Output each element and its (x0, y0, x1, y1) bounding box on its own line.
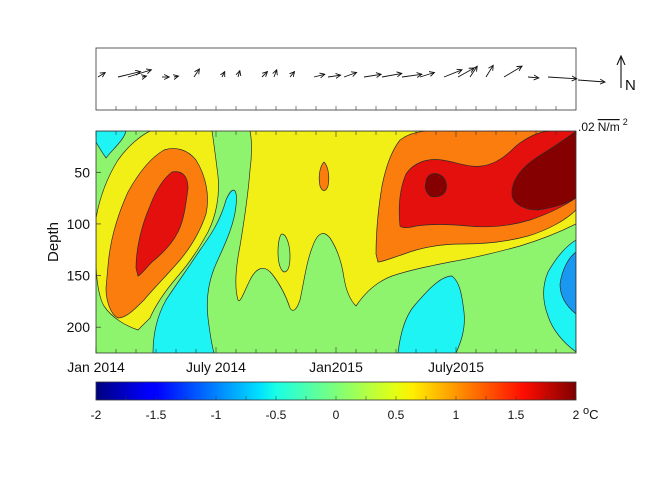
contour-band-cyan-top-left (96, 131, 127, 159)
reference-vector-label: .02 N/m 2 (578, 117, 628, 134)
time-tick-label: July2015 (428, 359, 484, 375)
contour-band-darkred-right (511, 131, 576, 211)
colorbar-tick-label: -1 (211, 408, 222, 422)
wind-stress-vector (174, 76, 179, 77)
contour-band-darkred-small (424, 173, 447, 198)
wind-stress-vector (419, 73, 434, 78)
wind-stress-vector (142, 76, 147, 77)
wind-stress-vector (261, 72, 267, 78)
time-axis-ticks (95, 131, 577, 353)
north-label: N (625, 77, 636, 94)
contour-band-red-left (135, 171, 189, 277)
contour-band-cyan-lower-middle (152, 189, 237, 353)
colorbar-tick-label: 0 (333, 408, 340, 422)
wind-stress-vector (401, 74, 422, 77)
wind-stress-vector (117, 72, 141, 78)
colorbar-tick-label: -2 (91, 408, 102, 422)
wind-stress-vector (97, 73, 105, 78)
colorbar-tick-label: 1 (453, 408, 460, 422)
wind-stress-vector (457, 68, 474, 78)
colorbar-tick-label: 1.5 (508, 408, 525, 422)
wind-stress-vectors (97, 65, 577, 79)
depth-axis-label: Depth (45, 222, 62, 262)
time-tick-label: Jan2015 (309, 359, 363, 375)
wind-stress-vector (381, 73, 402, 78)
contour-band-blue-right-edge (559, 251, 576, 315)
depth-axis-ticks (96, 171, 101, 328)
wind-stress-vector (290, 72, 295, 78)
colorbar-unit-letter: C (589, 407, 598, 422)
reference-vector-exponent: 2 (623, 117, 628, 127)
wind-stress-vector (274, 70, 277, 78)
depth-tick-label-100: 100 (67, 216, 91, 232)
time-axis-tick-labels: Jan 2014 July 2014 Jan2015 July2015 (67, 359, 484, 375)
contour-band-orange-island (318, 161, 330, 191)
colorbar-ticks (95, 396, 577, 400)
colorbar-tick-label: 0.5 (388, 408, 405, 422)
reference-vector-value: .02 (578, 120, 595, 134)
wind-stress-vector (327, 75, 341, 77)
colorbar: -2 -1.5 -1 -0.5 0 0.5 1 1.5 2 oC (91, 381, 599, 422)
wind-stress-vector (193, 69, 199, 78)
depth-tick-label-200: 200 (67, 319, 91, 335)
wind-stress-frame (95, 47, 577, 111)
contour-band-green-island (277, 233, 291, 273)
colorbar-tick-labels: -2 -1.5 -1 -0.5 0 0.5 1 1.5 2 (91, 408, 580, 422)
reference-vector-arrow (577, 80, 605, 82)
colorbar-unit-degree: o (583, 405, 589, 417)
wind-stress-vector (343, 73, 357, 78)
wind-stress-vector (527, 77, 539, 78)
wind-stress-vector (503, 66, 522, 78)
temperature-contour-panel: 50 100 150 200 Jan 2014 July 2014 Jan2015 July… (45, 130, 577, 375)
wind-stress-tick-marks (115, 106, 557, 110)
colorbar-tick-label: -0.5 (266, 408, 287, 422)
wind-stress-vector (363, 74, 381, 77)
contour-band-cyan-lower-right (397, 275, 465, 353)
wind-stress-vector (485, 65, 493, 78)
wind-stress-vector (238, 71, 240, 78)
depth-tick-label-150: 150 (67, 268, 91, 284)
wind-stress-vector (313, 74, 325, 77)
time-tick-label: Jan 2014 (67, 359, 125, 375)
colorbar-unit: oC (583, 405, 599, 422)
colorbar-tick-label: 2 (573, 408, 580, 422)
wind-stress-vector (547, 77, 577, 79)
reference-vector-unit: N/m (598, 120, 620, 134)
wind-stress-vector (443, 70, 462, 78)
depth-tick-label-50: 50 (74, 164, 90, 180)
wind-stress-vector (469, 66, 477, 78)
wind-stress-vector (222, 72, 225, 78)
time-tick-label: July 2014 (186, 359, 246, 375)
colorbar-tick-label: -1.5 (146, 408, 167, 422)
depth-axis-tick-labels: 50 100 150 200 (67, 164, 91, 335)
wind-stress-panel: N .02 N/m 2 (95, 47, 636, 134)
wind-stress-vector (127, 70, 151, 78)
